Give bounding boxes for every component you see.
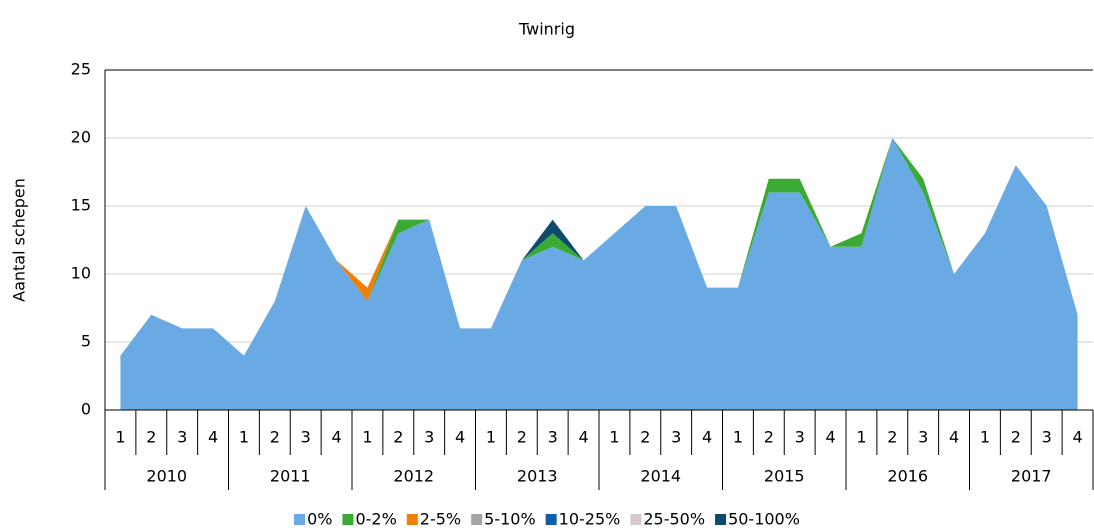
x-tick-label: 1 — [856, 428, 866, 447]
x-tick-label: 4 — [455, 428, 465, 447]
x-tick-label: 1 — [980, 428, 990, 447]
legend-label: 50-100% — [728, 510, 800, 529]
legend-swatch — [294, 514, 306, 525]
legend-swatch — [342, 514, 354, 525]
y-tick-label: 10 — [71, 264, 91, 283]
legend-swatch — [545, 514, 557, 525]
x-tick-label: 4 — [578, 428, 588, 447]
x-tick-label: 2 — [887, 428, 897, 447]
x-tick-label: 2 — [517, 428, 527, 447]
x-group-label: 2012 — [393, 467, 434, 486]
x-group-label: 2013 — [517, 467, 558, 486]
legend-swatch — [406, 514, 418, 525]
chart-title: Twinrig — [518, 20, 575, 39]
x-tick-label: 1 — [486, 428, 496, 447]
x-tick-label: 2 — [1011, 428, 1021, 447]
legend-label: 25-50% — [643, 510, 705, 529]
y-tick-label: 25 — [71, 60, 91, 79]
x-group-label: 2011 — [270, 467, 311, 486]
x-tick-label: 3 — [795, 428, 805, 447]
legend-label: 0% — [307, 510, 332, 529]
x-group-label: 2014 — [640, 467, 681, 486]
x-tick-label: 1 — [115, 428, 125, 447]
x-tick-label: 4 — [1072, 428, 1082, 447]
x-tick-label: 3 — [1042, 428, 1052, 447]
legend-swatch — [471, 514, 483, 525]
x-group-label: 2017 — [1011, 467, 1052, 486]
legend-label: 5-10% — [484, 510, 536, 529]
x-tick-label: 3 — [548, 428, 558, 447]
area — [120, 138, 1078, 410]
x-tick-label: 4 — [208, 428, 218, 447]
y-tick-label: 20 — [71, 128, 91, 147]
x-tick-label: 2 — [270, 428, 280, 447]
x-group-label: 2015 — [764, 467, 805, 486]
legend-swatch — [715, 514, 727, 525]
x-tick-label: 2 — [640, 428, 650, 447]
x-group-label: 2010 — [146, 467, 187, 486]
x-group-label: 2016 — [887, 467, 928, 486]
x-tick-label: 4 — [702, 428, 712, 447]
y-axis-title: Aantal schepen — [10, 178, 29, 302]
x-tick-label: 3 — [424, 428, 434, 447]
y-tick-label: 0 — [81, 400, 91, 419]
x-tick-label: 4 — [331, 428, 341, 447]
x-tick-label: 3 — [671, 428, 681, 447]
x-tick-label: 4 — [825, 428, 835, 447]
x-tick-label: 4 — [949, 428, 959, 447]
x-tick-label: 2 — [393, 428, 403, 447]
x-tick-label: 1 — [733, 428, 743, 447]
legend-label: 0-2% — [355, 510, 396, 529]
legend-label: 10-25% — [559, 510, 621, 529]
x-tick-label: 2 — [764, 428, 774, 447]
x-tick-label: 3 — [918, 428, 928, 447]
x-tick-label: 3 — [177, 428, 187, 447]
y-tick-label: 15 — [71, 196, 91, 215]
x-tick-label: 1 — [609, 428, 619, 447]
x-tick-label: 1 — [362, 428, 372, 447]
x-tick-label: 2 — [146, 428, 156, 447]
x-tick-label: 1 — [239, 428, 249, 447]
legend-label: 2-5% — [420, 510, 461, 529]
x-tick-label: 3 — [301, 428, 311, 447]
legend-swatch — [630, 514, 642, 525]
y-tick-label: 5 — [81, 332, 91, 351]
